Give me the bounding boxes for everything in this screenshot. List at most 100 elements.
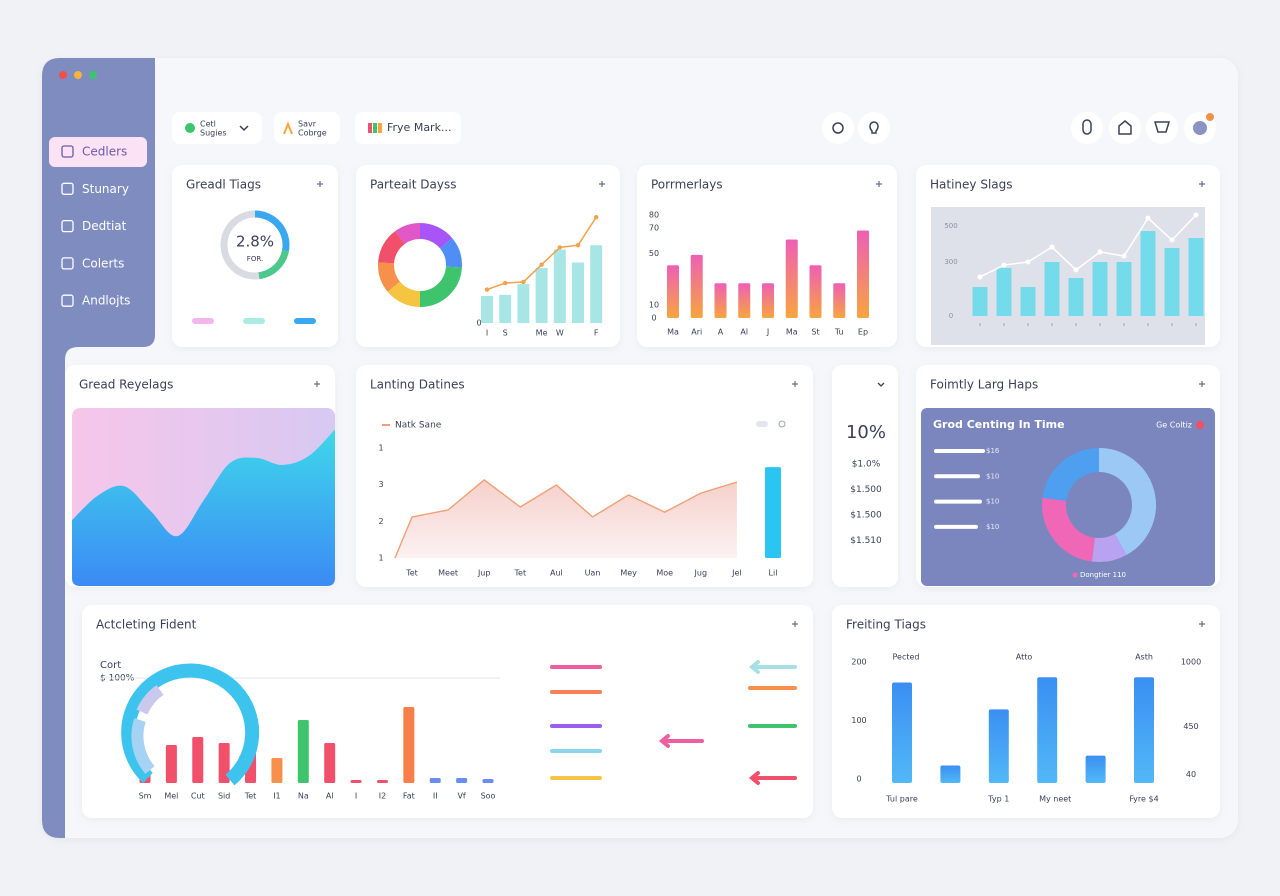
stat-item: $1.500 [850, 511, 882, 521]
annotation: Atto [1016, 653, 1033, 662]
headline: 10% [846, 422, 886, 443]
bar [1134, 677, 1154, 783]
x-tick-label: S [503, 329, 508, 338]
bar [785, 239, 798, 318]
panel-title: Greadl Tiags [186, 178, 261, 192]
panel [172, 165, 338, 347]
x-tick-label: I1 [273, 792, 280, 801]
legend-label: Natk Sane [395, 421, 442, 431]
bar [714, 283, 727, 318]
line-point [575, 243, 581, 248]
line-point [539, 262, 544, 267]
bar [482, 779, 494, 783]
chip[interactable] [355, 112, 461, 144]
hbar-label: $10 [986, 523, 999, 531]
x-tick-label: Tet [405, 569, 418, 578]
x-tick-label: Al [326, 792, 334, 801]
line-point [521, 279, 526, 285]
card [921, 408, 1215, 586]
donut-segment [378, 231, 406, 264]
chip[interactable] [172, 112, 262, 144]
hbar [934, 499, 982, 504]
donut-segment [1042, 497, 1096, 562]
icon-button[interactable] [1109, 112, 1141, 144]
plus-icon [792, 621, 798, 627]
nav-item[interactable]: Dedtiat [82, 219, 127, 233]
x-tick-label: Tet [514, 569, 527, 578]
y-tick-label: 0 [476, 319, 481, 328]
nav-item[interactable]: Cedlers [82, 145, 127, 159]
ring [121, 663, 260, 786]
gauge-value: 2.8% [236, 233, 274, 251]
panel [832, 365, 898, 587]
bar [553, 249, 566, 323]
x-tick-label: St [811, 328, 819, 337]
x-tick-label: Aul [550, 569, 563, 578]
top-icons [822, 112, 1216, 144]
line-point [1025, 259, 1031, 265]
plot-background [931, 207, 1205, 345]
chevron [877, 382, 885, 387]
line-point [594, 214, 599, 220]
x-tick-label: Soo [481, 792, 496, 801]
bar [429, 778, 441, 783]
x-tick-label: I [355, 792, 357, 801]
x-tick-label: II [433, 792, 438, 801]
x-tick-label: Me [536, 329, 548, 338]
icon-button[interactable] [1146, 112, 1178, 144]
decor [100, 660, 797, 786]
icon-button[interactable] [858, 112, 890, 144]
bar [1020, 287, 1036, 316]
panel-title: Porrmerlays [651, 178, 723, 192]
plus-icon [1199, 621, 1205, 627]
x-tick-label: Tul pare [885, 795, 918, 804]
x-tick-label: Jel [731, 569, 742, 578]
window-dot [89, 71, 97, 79]
bar [1037, 677, 1058, 783]
bar [1164, 247, 1180, 316]
nav-item[interactable]: Stunary [82, 182, 129, 196]
legend-dot [1072, 572, 1078, 578]
bar [667, 265, 679, 318]
icon-button[interactable] [1071, 112, 1103, 144]
icon-button[interactable] [822, 112, 854, 144]
donut-segment [1042, 448, 1100, 502]
nav-selected[interactable] [49, 137, 147, 167]
y-tick-label: 70 [649, 223, 659, 232]
y-tick-label: 0 [856, 775, 861, 784]
panel-title: Foimtly Larg Haps [930, 378, 1038, 392]
x-tick-label: Typ 1 [987, 795, 1009, 804]
nav-item[interactable]: Andlojts [82, 294, 130, 308]
bar [762, 283, 774, 318]
bar [988, 709, 1009, 783]
chip[interactable] [274, 112, 340, 144]
bar [192, 737, 204, 783]
donut-segment [1091, 533, 1127, 562]
bar [376, 780, 388, 783]
line-point [484, 287, 490, 292]
y-tick-label: 0 [949, 312, 953, 320]
bar [1092, 262, 1108, 316]
donut-segment [419, 266, 462, 307]
x-tick-label: Sm [139, 792, 152, 801]
bar [892, 682, 912, 783]
card-tag: Ge Coltiz [1156, 421, 1192, 430]
nav-item[interactable]: Colerts [82, 256, 124, 270]
y-tick-label: 50 [649, 249, 659, 258]
ring [136, 685, 164, 715]
bar [218, 743, 230, 783]
panel [832, 605, 1220, 818]
y-tick-label: 3 [378, 480, 383, 489]
bar [481, 296, 493, 323]
arrow [748, 771, 797, 785]
stat-item: $1.500 [850, 485, 882, 495]
annotation: Asth [1135, 653, 1153, 662]
bar [857, 230, 869, 318]
bar [324, 743, 336, 783]
card-title: Grod Centing In Time [933, 418, 1065, 431]
icon [869, 121, 879, 134]
x-tick-label: I2 [379, 792, 386, 801]
toggle-dot [778, 420, 786, 428]
y-tick-label: 2 [378, 517, 383, 526]
